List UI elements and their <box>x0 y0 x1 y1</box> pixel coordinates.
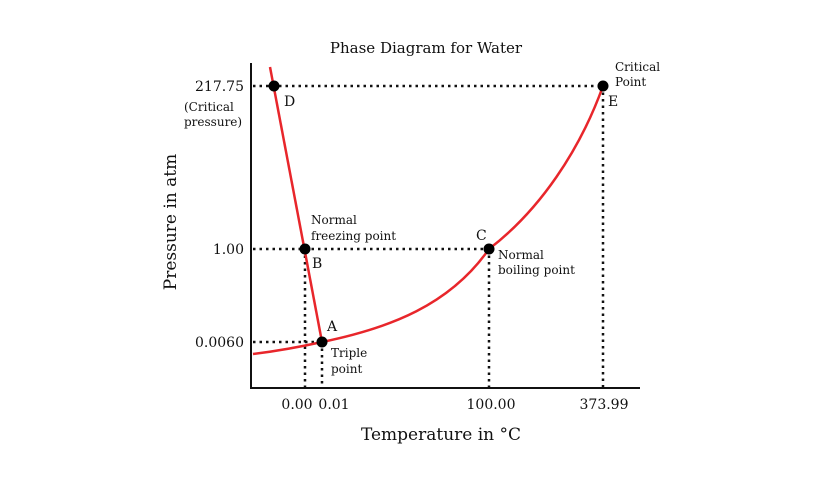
point-letter-d: D <box>284 94 295 110</box>
chart-title: Phase Diagram for Water <box>330 39 523 57</box>
y-tick-note: pressure) <box>184 115 242 129</box>
annotation-c-line1: Normal <box>498 248 544 262</box>
point-letter-e: E <box>608 94 618 110</box>
annotation-e-line1: Critical <box>615 60 660 74</box>
x-tick-label: 0.01 <box>318 397 349 413</box>
y-axis-label: Pressure in atm <box>161 154 181 291</box>
point-marker-c <box>483 243 495 255</box>
annotation-c-line2: boiling point <box>498 263 575 277</box>
sublimation-vaporization-curve <box>252 85 605 356</box>
point-letter-a: A <box>326 319 338 335</box>
point-letter-b: B <box>312 256 322 272</box>
x-tick-label: 100.00 <box>467 397 516 413</box>
x-tick-label: 373.99 <box>580 397 629 413</box>
fusion-curve <box>268 66 324 343</box>
point-marker-b <box>299 243 311 255</box>
point-letter-c: C <box>476 228 487 244</box>
y-tick-note: (Critical <box>184 100 234 114</box>
annotation-a-line2: point <box>331 362 362 376</box>
annotation-a-line1: Triple <box>331 346 367 360</box>
x-tick-label: 0.00 <box>281 397 312 413</box>
y-tick-label: 1.00 <box>213 242 244 258</box>
point-marker-d <box>268 80 280 92</box>
point-marker-e <box>597 80 609 92</box>
x-axis-label: Temperature in °C <box>361 425 521 445</box>
point-marker-a <box>316 336 328 348</box>
reference-lines <box>253 84 605 387</box>
y-tick-label: 217.75 <box>195 79 244 95</box>
annotation-b-line2: freezing point <box>311 229 396 243</box>
annotation-b-line1: Normal <box>311 213 357 227</box>
y-tick-label: 0.0060 <box>195 335 244 351</box>
vaporization-curve <box>322 249 489 342</box>
annotation-e-line2: Point <box>615 75 646 89</box>
